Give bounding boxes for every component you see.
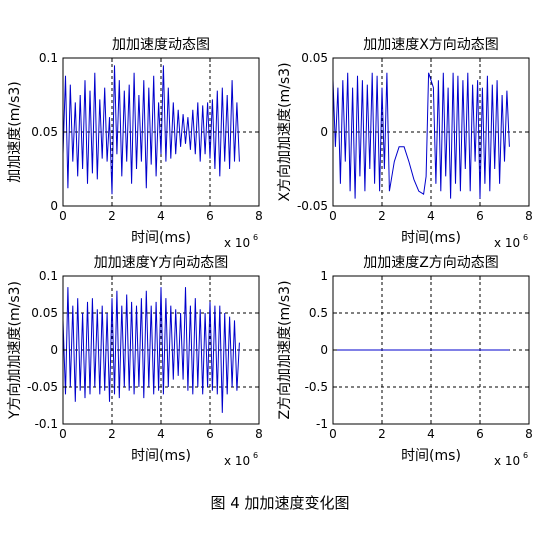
x-tick-label: 4 [427,427,435,441]
series-line-0 [62,287,240,413]
x-tick-label: 8 [525,427,533,441]
y-tick-label: 0.1 [39,51,58,65]
x-multiplier-label: x 10 [494,236,520,250]
x-tick-label: 6 [206,209,214,223]
x-tick-label: 6 [476,427,484,441]
x-tick-label: 6 [476,209,484,223]
x-tick-label: 2 [378,209,386,223]
y-tick-label: -0.05 [297,199,328,213]
chart-title: 加加速度Y方向动态图 [94,255,229,271]
chart-title: 加加速度动态图 [112,37,210,53]
y-tick-label: 0.05 [31,306,58,320]
chart-title: 加加速度X方向动态图 [363,37,499,53]
chart-title: 加加速度Z方向动态图 [363,255,499,271]
x-multiplier-exponent: 6 [523,233,528,242]
y-tick-label: -0.05 [27,380,58,394]
x-multiplier-label: x 10 [224,454,250,468]
x-tick-label: 0 [59,209,67,223]
y-tick-label: 0.05 [31,125,58,139]
x-tick-label: 4 [157,209,165,223]
y-tick-label: 0 [50,343,58,357]
y-axis-label: X方向加加速度(m/s3) [277,62,293,201]
x-axis-label: 时间(ms) [131,448,191,464]
y-tick-label: 0.5 [309,306,328,320]
y-tick-label: -0.1 [35,417,58,431]
y-tick-label: 0 [320,125,328,139]
x-multiplier-label: x 10 [494,454,520,468]
series-line-0 [62,65,240,195]
x-tick-label: 2 [108,209,116,223]
x-multiplier-exponent: 6 [253,233,258,242]
x-multiplier-exponent: 6 [523,451,528,460]
series-line-0 [332,72,510,199]
x-tick-label: 2 [108,427,116,441]
x-tick-label: 4 [157,427,165,441]
y-tick-label: -1 [316,417,328,431]
y-tick-label: 0.1 [39,269,58,283]
y-tick-label: -0.5 [305,380,328,394]
x-tick-label: 8 [255,427,263,441]
x-multiplier-exponent: 6 [253,451,258,460]
x-tick-label: 0 [329,209,337,223]
x-multiplier-label: x 10 [224,236,250,250]
y-tick-label: 1 [320,269,328,283]
figure-caption: 图 4 加加速度变化图 [210,494,350,512]
x-axis-label: 时间(ms) [401,230,461,246]
x-tick-label: 8 [525,209,533,223]
x-axis-label: 时间(ms) [131,230,191,246]
y-axis-label: 加加速度(m/s3) [7,81,23,182]
y-tick-label: 0 [320,343,328,357]
y-axis-label: Y方向加加速度(m/s3) [7,281,23,420]
x-tick-label: 0 [329,427,337,441]
x-tick-label: 4 [427,209,435,223]
x-tick-label: 8 [255,209,263,223]
y-tick-label: 0 [50,199,58,213]
x-tick-label: 0 [59,427,67,441]
y-tick-label: 0.05 [301,51,328,65]
jerk_x-panel: 0 2 4 6 8-0.0500.05加加速度X方向动态图时间(ms)X方向加加速度(m… [277,37,533,250]
y-axis-label: Z方向加加速度(m/s3) [277,280,293,419]
x-tick-label: 6 [206,427,214,441]
x-axis-label: 时间(ms) [401,448,461,464]
x-tick-label: 2 [378,427,386,441]
